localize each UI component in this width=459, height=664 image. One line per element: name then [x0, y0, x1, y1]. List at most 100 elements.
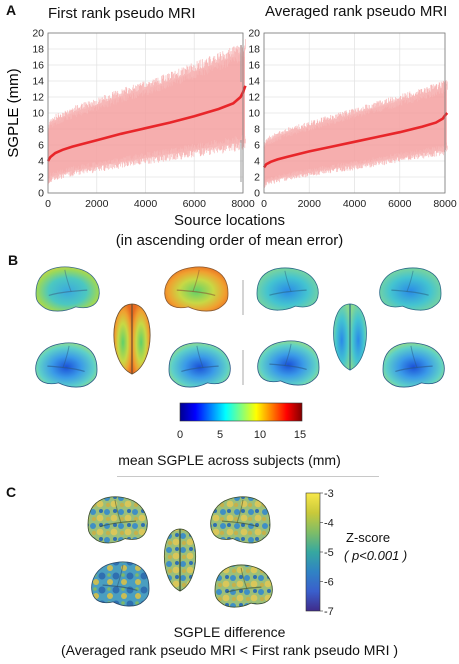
y-tick-label: 20 [32, 28, 44, 40]
brain-surface [382, 342, 445, 388]
sulcus [226, 586, 262, 593]
y-tick-label: 16 [248, 60, 260, 72]
brain-hemisphere [113, 303, 133, 375]
colorbar-b-gradient [179, 402, 303, 422]
brain-hemisphere [179, 528, 197, 592]
brain-surface [210, 496, 271, 544]
brain-b1-lateral-left [35, 266, 100, 312]
sulcus [221, 520, 259, 528]
x-tick-label: 8000 [231, 198, 255, 210]
caption-c: SGPLE difference [173, 624, 286, 640]
sulcus [181, 365, 219, 372]
brain-hemisphere [163, 528, 181, 592]
sulcus [406, 270, 414, 293]
sulcus [64, 269, 72, 293]
sulcus [116, 564, 124, 588]
brain-surface [87, 496, 148, 544]
caption-c-line2: (Averaged rank pseudo MRI < First rank p… [60, 642, 399, 658]
colorbar-b-label: mean SGPLE across subjects (mm) [118, 452, 341, 468]
x-axis-label: Source locations [174, 212, 285, 229]
x-tick-label: 2000 [85, 198, 109, 210]
brain-hemisphere [131, 303, 151, 375]
sulcus [102, 584, 138, 591]
brain-b2-medial-right [382, 342, 445, 388]
brain-surface [379, 267, 442, 311]
chart-2: 0 2 4 6 8 10 12 14 16 18 20 0 2000 4000 6000 8000 [248, 28, 457, 211]
sulcus [114, 499, 122, 524]
y-tick-label: 18 [32, 44, 44, 56]
brain-surface [35, 342, 98, 388]
sulcus [176, 289, 216, 296]
plot-frame [47, 32, 244, 194]
brain-c-medial-left [91, 561, 150, 607]
y-tick-label: 6 [254, 140, 260, 152]
panel-c-brain-maps [87, 496, 273, 608]
x-tick-label: 6000 [388, 198, 412, 210]
y-tick-label: 10 [32, 108, 44, 120]
chart-title-right: Averaged rank pseudo MRI [265, 3, 448, 20]
brain-c-lateral-left [87, 496, 148, 544]
brain-c-medial-right [214, 564, 273, 608]
colorbar-c-tick: -3 [324, 488, 334, 500]
x-tick-label: 4000 [343, 198, 367, 210]
panel-label-a: A [6, 2, 17, 18]
y-tick-label: 2 [254, 172, 260, 184]
y-tick-label: 8 [38, 124, 44, 136]
sulcus [391, 289, 429, 296]
brain-surface [168, 342, 231, 388]
sulcus [410, 345, 418, 369]
sulcus [240, 567, 248, 590]
colorbar-b-tick: 5 [217, 429, 223, 441]
y-tick-label: 20 [248, 28, 260, 40]
colorbar-b-tick: 15 [294, 429, 306, 441]
brain-b1-medial-left [35, 342, 98, 388]
chart-1: 0 2 4 6 8 10 12 14 16 18 20 0 2000 4000 6000 8000 [32, 28, 255, 211]
sulcus [284, 270, 292, 293]
sulcus [62, 345, 70, 369]
colorbar-c-label: Z-score [346, 530, 391, 545]
error-band [264, 84, 447, 185]
panel-label-b: B [8, 252, 19, 268]
x-axis-label-line2: (in ascending order of mean error) [115, 232, 344, 249]
brain-surface [35, 266, 100, 312]
brain-surface [256, 267, 319, 311]
brain-c-lateral-right [210, 496, 271, 544]
brain-b1-top [113, 303, 151, 375]
y-tick-label: 8 [254, 124, 260, 136]
brain-surface [164, 266, 229, 312]
brain-surface [257, 340, 320, 386]
sulcus [192, 269, 200, 293]
sulcus [284, 343, 292, 367]
y-tick-label: 4 [254, 156, 260, 168]
x-tick-label: 8000 [433, 198, 457, 210]
x-tick-label: 2000 [298, 198, 322, 210]
x-tick-label: 0 [261, 198, 267, 210]
colorbar-c-tick: -5 [324, 547, 334, 559]
y-tick-label: 12 [248, 92, 260, 104]
brain-b1-medial-right [168, 342, 231, 388]
brain-b1-lateral-right [164, 266, 229, 312]
colorbar-c-gradient [305, 492, 321, 612]
colorbar-c-pvalue: ( p<0.001 ) [344, 548, 408, 563]
colorbar-c: -3 -4 -5 -6 -7 [305, 488, 334, 617]
y-tick-label: 2 [38, 172, 44, 184]
x-tick-label: 6000 [183, 198, 207, 210]
brain-hemisphere [349, 303, 367, 371]
sulcus [48, 289, 88, 296]
sulcus [269, 363, 307, 370]
brain-surface [214, 564, 273, 608]
sulcus [99, 520, 137, 528]
y-tick-label: 6 [38, 140, 44, 152]
brain-c-top [163, 528, 197, 592]
brain-b2-medial-left [257, 340, 320, 386]
colorbar-b-tick: 10 [254, 429, 266, 441]
sulcus [269, 289, 307, 296]
y-tick-label: 14 [32, 76, 44, 88]
sulcus [395, 365, 433, 372]
x-tick-label: 4000 [134, 198, 158, 210]
colorbar-c-tick: -7 [324, 606, 334, 617]
sulcus [196, 345, 204, 369]
section-divider [117, 476, 379, 477]
colorbar-b: 0 5 10 15 [177, 402, 306, 441]
